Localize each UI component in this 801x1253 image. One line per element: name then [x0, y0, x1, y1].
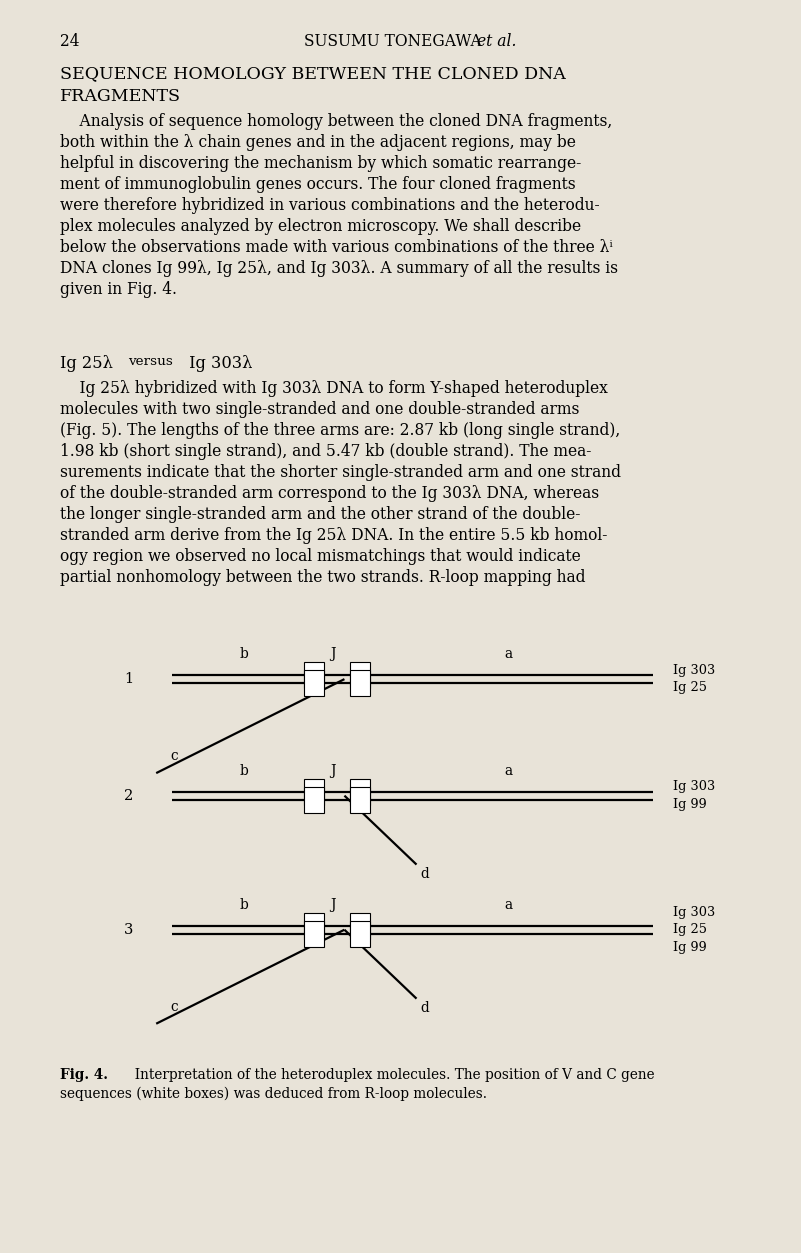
Text: SUSUMU TONEGAWA: SUSUMU TONEGAWA — [304, 33, 482, 50]
Text: d: d — [421, 1001, 429, 1015]
Text: a: a — [505, 764, 513, 778]
Bar — [304, 912, 324, 938]
Text: Ig 303λ: Ig 303λ — [184, 355, 252, 372]
Bar — [304, 921, 324, 947]
Bar — [350, 662, 370, 688]
Text: b: b — [240, 898, 248, 912]
Text: Ig 99: Ig 99 — [673, 941, 706, 954]
Text: 1: 1 — [124, 672, 133, 687]
Text: Fig. 4.: Fig. 4. — [60, 1068, 108, 1081]
Text: J: J — [330, 898, 335, 912]
Text: molecules with two single-stranded and one double-stranded arms: molecules with two single-stranded and o… — [60, 401, 579, 417]
Text: J: J — [330, 764, 335, 778]
Text: DNA clones Ig 99λ, Ig 25λ, and Ig 303λ. A summary of all the results is: DNA clones Ig 99λ, Ig 25λ, and Ig 303λ. … — [60, 261, 618, 277]
Bar — [350, 787, 370, 813]
Text: c: c — [171, 1000, 179, 1014]
Text: SEQUENCE HOMOLOGY BETWEEN THE CLONED DNA: SEQUENCE HOMOLOGY BETWEEN THE CLONED DNA — [60, 65, 566, 83]
Text: given in Fig. 4.: given in Fig. 4. — [60, 281, 177, 298]
Text: versus: versus — [128, 355, 173, 367]
Text: the longer single-stranded arm and the other strand of the double-: the longer single-stranded arm and the o… — [60, 506, 581, 523]
Text: Ig 25λ: Ig 25λ — [60, 355, 118, 372]
Text: stranded arm derive from the Ig 25λ DNA. In the entire 5.5 kb homol-: stranded arm derive from the Ig 25λ DNA.… — [60, 528, 607, 544]
Text: surements indicate that the shorter single-stranded arm and one strand: surements indicate that the shorter sing… — [60, 464, 621, 481]
Text: et al.: et al. — [477, 33, 516, 50]
Text: Ig 303: Ig 303 — [673, 906, 715, 918]
Text: helpful in discovering the mechanism by which somatic rearrange-: helpful in discovering the mechanism by … — [60, 155, 582, 172]
Text: ogy region we observed no local mismatchings that would indicate: ogy region we observed no local mismatch… — [60, 548, 581, 565]
Text: FRAGMENTS: FRAGMENTS — [60, 88, 181, 105]
Text: partial nonhomology between the two strands. R-loop mapping had: partial nonhomology between the two stra… — [60, 569, 586, 586]
Text: Ig 303: Ig 303 — [673, 781, 715, 793]
Text: were therefore hybridized in various combinations and the heterodu-: were therefore hybridized in various com… — [60, 197, 600, 214]
Bar — [304, 670, 324, 697]
Bar — [350, 778, 370, 804]
Text: b: b — [240, 764, 248, 778]
Text: (Fig. 5). The lengths of the three arms are: 2.87 kb (long single strand),: (Fig. 5). The lengths of the three arms … — [60, 422, 620, 439]
Text: Ig 303: Ig 303 — [673, 664, 715, 677]
Text: d: d — [421, 867, 429, 881]
Text: Ig 25: Ig 25 — [673, 682, 706, 694]
Text: 2: 2 — [124, 788, 134, 803]
Text: of the double-stranded arm correspond to the Ig 303λ DNA, whereas: of the double-stranded arm correspond to… — [60, 485, 599, 502]
Text: both within the λ chain genes and in the adjacent regions, may be: both within the λ chain genes and in the… — [60, 134, 576, 150]
Text: plex molecules analyzed by electron microscopy. We shall describe: plex molecules analyzed by electron micr… — [60, 218, 582, 236]
Text: sequences (white boxes) was deduced from R-loop molecules.: sequences (white boxes) was deduced from… — [60, 1086, 487, 1101]
Text: 3: 3 — [124, 922, 134, 937]
Bar — [350, 921, 370, 947]
Text: Analysis of sequence homology between the cloned DNA fragments,: Analysis of sequence homology between th… — [60, 113, 612, 130]
Text: c: c — [171, 749, 179, 763]
Bar — [304, 778, 324, 804]
Text: a: a — [505, 648, 513, 662]
Text: Ig 25: Ig 25 — [673, 923, 706, 936]
Text: Ig 25λ hybridized with Ig 303λ DNA to form Y-shaped heteroduplex: Ig 25λ hybridized with Ig 303λ DNA to fo… — [60, 380, 608, 397]
Text: b: b — [240, 648, 248, 662]
Bar — [350, 912, 370, 938]
Text: Ig 99: Ig 99 — [673, 798, 706, 811]
Bar — [304, 787, 324, 813]
Bar — [304, 662, 324, 688]
Text: below the observations made with various combinations of the three λⁱ: below the observations made with various… — [60, 239, 613, 256]
Text: Interpretation of the heteroduplex molecules. The position of V and C gene: Interpretation of the heteroduplex molec… — [126, 1068, 654, 1081]
Text: ment of immunoglobulin genes occurs. The four cloned fragments: ment of immunoglobulin genes occurs. The… — [60, 175, 576, 193]
Bar — [350, 670, 370, 697]
Text: J: J — [330, 648, 335, 662]
Text: a: a — [505, 898, 513, 912]
Text: 24: 24 — [60, 33, 79, 50]
Text: 1.98 kb (short single strand), and 5.47 kb (double strand). The mea-: 1.98 kb (short single strand), and 5.47 … — [60, 442, 591, 460]
